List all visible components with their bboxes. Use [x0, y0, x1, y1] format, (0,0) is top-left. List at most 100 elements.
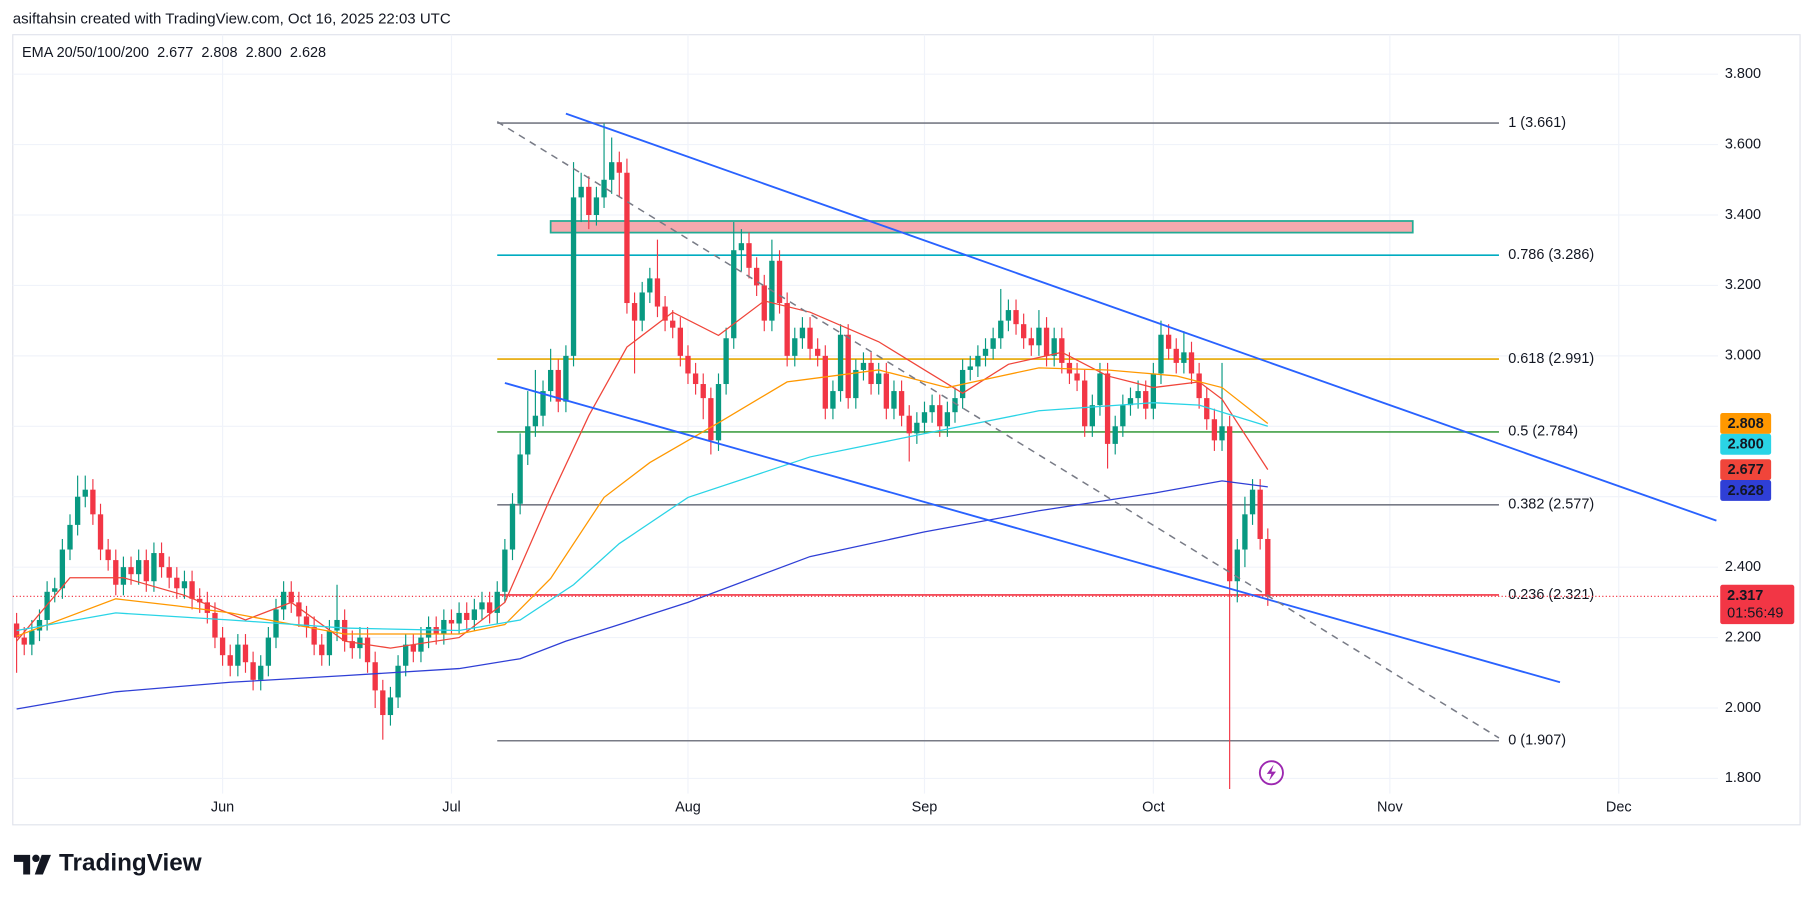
axis-tag-label: 2.800 — [1728, 437, 1764, 453]
x-tick-label: Oct — [1142, 799, 1164, 815]
candle-body — [464, 612, 470, 620]
logo-mark — [13, 854, 31, 875]
candle-body — [609, 162, 615, 180]
candle-body — [998, 320, 1004, 339]
logo-mark — [34, 854, 51, 875]
candle-body — [326, 630, 333, 656]
candle-body — [906, 415, 912, 434]
x-tick-label: Jul — [442, 799, 460, 815]
candle-body — [197, 598, 203, 603]
candle-body — [1013, 310, 1019, 325]
legend-value: 2.628 — [290, 45, 326, 61]
candle-body — [708, 398, 714, 441]
brand-logo — [13, 854, 51, 875]
candle-body — [1120, 405, 1126, 427]
alert-bolt — [1266, 764, 1277, 781]
candle-body — [677, 327, 684, 356]
candle-body — [128, 567, 134, 575]
candle-body — [685, 355, 691, 374]
candle-body — [204, 602, 210, 613]
candle-body — [166, 567, 172, 578]
candle-body — [776, 260, 783, 304]
candle-body — [303, 616, 310, 628]
y-tick-label: 3.400 — [1725, 207, 1761, 223]
candle-body — [1257, 489, 1263, 539]
axis-tag-label: 2.677 — [1728, 462, 1764, 478]
candle-body — [1219, 426, 1225, 441]
candle-body — [1234, 549, 1240, 582]
candle-body — [898, 391, 905, 416]
legend-value: 2.800 — [246, 45, 282, 61]
candle-body — [1173, 348, 1179, 363]
candle-body — [280, 591, 287, 610]
candle-body — [670, 320, 676, 328]
header: asiftahsin created with TradingView.com,… — [13, 11, 451, 28]
candle-body — [1112, 426, 1118, 444]
candle-body — [136, 560, 142, 575]
x-tick-label: Dec — [1606, 799, 1632, 815]
candle-body — [265, 637, 272, 666]
candle-body — [525, 426, 531, 455]
candle-body — [1005, 310, 1012, 321]
candle-body — [563, 355, 569, 402]
candle-body — [403, 644, 409, 666]
candle-body — [883, 373, 889, 409]
candle-body — [1265, 538, 1271, 597]
x-tick-label: Sep — [912, 799, 938, 815]
candle-body — [143, 560, 149, 582]
candle-body — [647, 278, 653, 293]
candle-body — [853, 369, 859, 399]
trendline — [496, 121, 1500, 739]
candle-body — [311, 627, 317, 645]
candle-body — [74, 496, 81, 525]
candle-body — [715, 384, 722, 441]
candle-body — [349, 641, 355, 649]
candle-body — [372, 662, 378, 691]
y-tick-label: 3.200 — [1725, 277, 1761, 293]
candle-body — [296, 602, 302, 617]
candle-body — [845, 334, 851, 399]
fib-label: 0.236 (2.321) — [1508, 587, 1594, 603]
candle-body — [258, 665, 264, 680]
resistance-zone — [549, 220, 1414, 234]
candle-body — [1143, 391, 1149, 409]
axis-tag — [1720, 459, 1772, 481]
candle-body — [952, 398, 958, 413]
candle-body — [914, 422, 920, 434]
candle-body — [937, 405, 943, 427]
candle-body — [692, 373, 699, 385]
candle-body — [158, 553, 165, 568]
ema-line — [16, 480, 1268, 710]
logo-mark — [32, 854, 40, 863]
candle-body — [753, 267, 760, 286]
candle-body — [227, 655, 233, 666]
candle-body — [181, 581, 188, 589]
candle-body — [982, 348, 989, 356]
candle-body — [822, 355, 828, 409]
candle-body — [731, 250, 737, 339]
candle-body — [1051, 338, 1057, 356]
alert-circle — [1258, 760, 1284, 786]
candle-body — [21, 637, 27, 645]
candle-body — [242, 644, 249, 663]
candle-body — [540, 391, 546, 416]
candle-body — [387, 697, 394, 716]
candle-body — [784, 303, 790, 356]
axis-tag — [1720, 433, 1772, 455]
candle-body — [288, 591, 294, 603]
candle-body — [593, 197, 600, 216]
y-tick-label: 2.200 — [1725, 629, 1761, 645]
legend-title: EMA 20/50/100/200 — [22, 45, 149, 61]
candle-body — [29, 630, 35, 645]
candle-body — [174, 577, 180, 589]
x-tick-label: Aug — [675, 799, 701, 815]
candle-body — [723, 338, 729, 385]
candle-body — [586, 186, 592, 216]
y-tick-label: 3.000 — [1725, 348, 1761, 364]
fib-label: 0 (1.907) — [1508, 733, 1566, 749]
candle-body — [547, 369, 554, 392]
candle-body — [13, 623, 20, 638]
countdown: 01:56:49 — [1727, 606, 1783, 622]
candle-body — [639, 292, 645, 321]
